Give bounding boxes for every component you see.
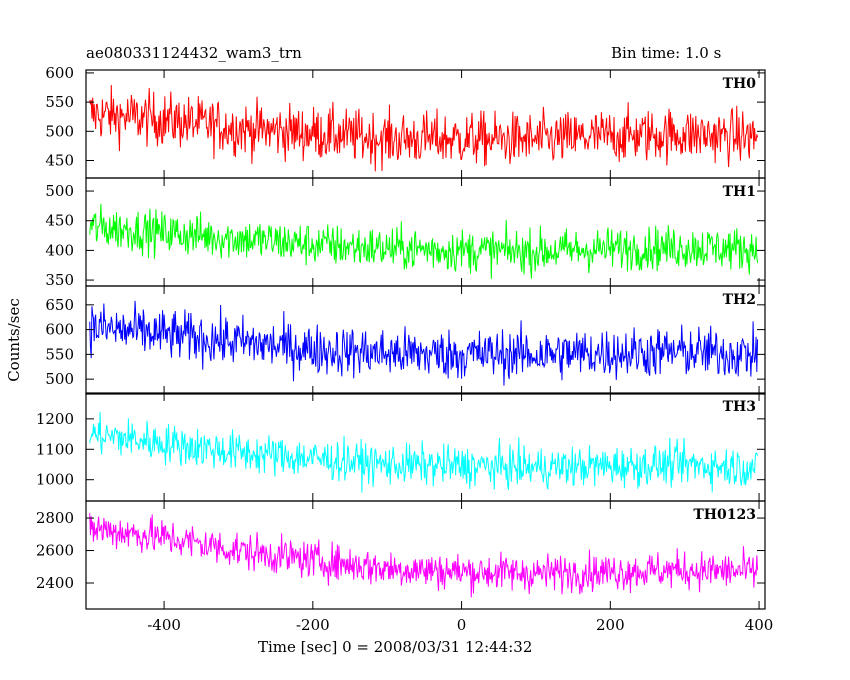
- y-tick-label: 2400: [36, 574, 74, 592]
- y-tick-label: 600: [45, 64, 74, 82]
- series-th0123: [89, 513, 759, 598]
- y-tick-label: 550: [45, 93, 74, 111]
- y-tick-label: 1200: [36, 410, 74, 428]
- chart-title: ae080331124432_wam3_trn: [86, 44, 302, 62]
- panel-label-th2: TH2: [723, 292, 756, 308]
- panel-frame-th1: [85, 177, 766, 287]
- y-tick-label: 550: [45, 345, 74, 363]
- series-th2: [89, 300, 759, 386]
- x-tick-label: -200: [296, 616, 330, 634]
- y-tick-label: 650: [45, 296, 74, 314]
- y-tick-label: 500: [45, 122, 74, 140]
- panel-label-th0123: TH0123: [693, 507, 756, 523]
- series-th0: [89, 85, 759, 172]
- y-tick-label: 350: [45, 271, 74, 289]
- y-tick-label: 2600: [36, 542, 74, 560]
- y-tick-label: 2800: [36, 509, 74, 527]
- series-th1: [89, 203, 759, 280]
- x-tick-label: -400: [147, 616, 181, 634]
- series-th3: [89, 411, 759, 493]
- panel-frame-th0123: [85, 500, 766, 610]
- y-axis-label: Counts/sec: [5, 298, 23, 382]
- y-tick-label: 500: [45, 182, 74, 200]
- y-tick-label: 500: [45, 370, 74, 388]
- y-tick-label: 450: [45, 151, 74, 169]
- y-tick-label: 1000: [36, 471, 74, 489]
- x-tick-label: 0: [457, 616, 467, 634]
- panel-label-th1: TH1: [723, 184, 756, 200]
- x-tick-label: 200: [596, 616, 625, 634]
- panel-label-th0: TH0: [723, 76, 757, 92]
- y-tick-label: 1100: [36, 440, 74, 458]
- bin-time-label: Bin time: 1.0 s: [611, 44, 722, 62]
- y-tick-label: 600: [45, 321, 74, 339]
- x-tick-label: 400: [745, 616, 774, 634]
- panel-frame-th2: [85, 285, 766, 395]
- panel-label-th3: TH3: [723, 399, 756, 415]
- x-axis-label: Time [sec] 0 = 2008/03/31 12:44:32: [258, 638, 533, 656]
- y-tick-label: 450: [45, 212, 74, 230]
- y-tick-label: 400: [45, 241, 74, 259]
